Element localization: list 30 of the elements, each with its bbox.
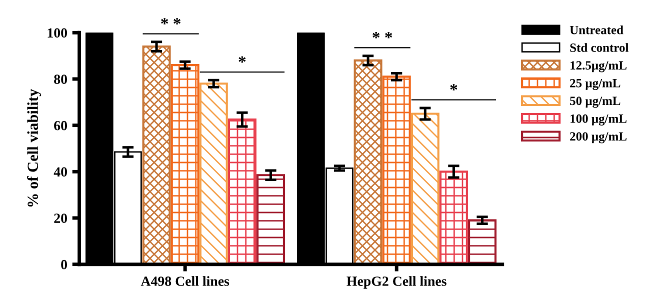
- bar: [256, 174, 286, 264]
- legend-label: 25 μg/mL: [570, 78, 620, 90]
- bar: [354, 59, 382, 264]
- bar: [199, 82, 228, 264]
- x-tick-label: A498 Cell lines: [140, 276, 230, 286]
- y-tick-label: 60: [54, 120, 67, 130]
- annotation: *: [238, 56, 246, 63]
- legend-label: Untreated: [570, 25, 624, 34]
- y-tick-label: 20: [54, 214, 67, 223]
- y-tick-label: 0: [61, 260, 67, 270]
- annotation: * *: [372, 32, 392, 38]
- y-axis-title: % of Cell viability: [27, 89, 42, 207]
- bar: [410, 112, 440, 264]
- bar: [228, 118, 256, 264]
- y-tick-label: 40: [54, 167, 67, 177]
- y-tick-label: 80: [54, 74, 67, 84]
- legend-label: 100 μg/mL: [570, 114, 626, 126]
- bar: [142, 46, 171, 264]
- bar: [170, 64, 200, 264]
- bar: [382, 76, 411, 264]
- x-tick-label: HepG2 Cell lines: [346, 276, 446, 289]
- legend-label: 50 μg/mL: [570, 96, 620, 108]
- annotation: *: [450, 84, 458, 90]
- legend-label: Std control: [570, 43, 629, 52]
- bar: [439, 170, 468, 264]
- text: * *: [161, 18, 181, 24]
- bar: [468, 219, 497, 264]
- legend-label: 200 μg/mL: [570, 132, 626, 144]
- y-tick-label: 100: [48, 28, 67, 38]
- legend-label: 12.5μg/mL: [570, 61, 626, 72]
